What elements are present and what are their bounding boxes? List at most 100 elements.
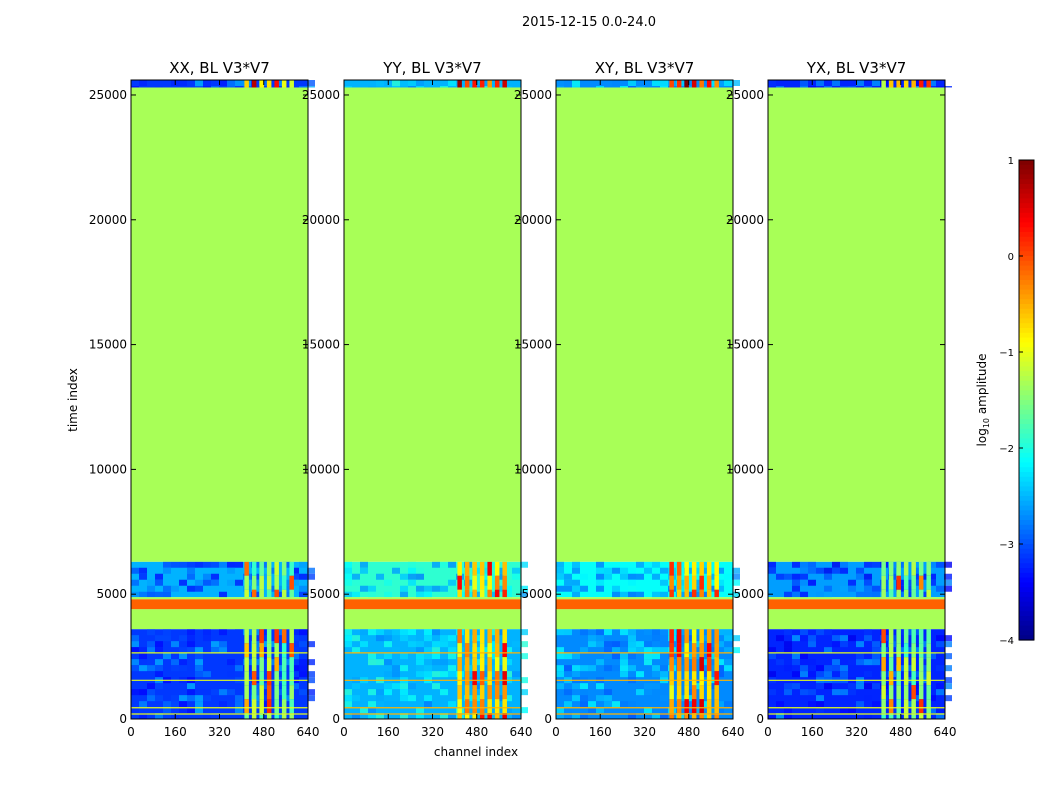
heatmap-cell: [352, 573, 360, 580]
heatmap-cell: [800, 635, 808, 642]
heatmap-cell: [816, 707, 824, 714]
rfi-cell: [699, 699, 704, 714]
heatmap-cell: [440, 86, 448, 88]
x-tick-label: 480: [889, 725, 912, 739]
rfi-cell: [457, 589, 462, 598]
heatmap-cell: [131, 86, 139, 88]
x-tick-label: 0: [764, 725, 772, 739]
heatmap-cell: [360, 585, 368, 592]
heatmap-cell: [488, 629, 496, 636]
heatmap-cell: [912, 695, 920, 702]
heatmap-cell: [400, 573, 408, 580]
rfi-cell: [464, 713, 470, 719]
y-tick-label: 25000: [89, 88, 127, 102]
rfi-cell: [888, 699, 894, 714]
rfi-cell: [457, 643, 462, 658]
heatmap-cell: [564, 665, 572, 672]
heatmap-cell: [155, 647, 163, 654]
region-flagged: [768, 609, 945, 630]
rfi-cell: [881, 685, 886, 700]
rfi-cell: [918, 589, 924, 598]
colorbar-segment: [1019, 457, 1034, 463]
heatmap-cell: [840, 641, 848, 648]
heatmap-cell: [203, 579, 211, 586]
heatmap-cell: [496, 695, 504, 702]
heatmap-cell: [864, 695, 872, 702]
heatmap-cell: [628, 641, 636, 648]
heatmap-cell: [840, 561, 848, 568]
rfi-cell: [691, 657, 697, 672]
rfi-cell: [918, 561, 924, 576]
heatmap-cell: [636, 86, 644, 88]
region-gap: [344, 599, 521, 610]
heatmap-cell: [700, 86, 708, 88]
colorbar-segment: [1019, 217, 1034, 223]
colorbar-segment: [1019, 596, 1034, 603]
heatmap-cell: [784, 689, 792, 696]
rfi-cell: [457, 629, 462, 644]
heatmap-cell: [392, 80, 400, 86]
rfi-cell: [274, 643, 279, 658]
heatmap-cell: [496, 585, 504, 592]
heatmap-cell: [139, 653, 147, 660]
rfi-cell: [494, 643, 500, 658]
x-tick-label: 640: [297, 725, 320, 739]
rfi-cell: [266, 575, 272, 590]
heatmap-cell: [187, 561, 195, 568]
y-tick-label: 15000: [89, 338, 127, 352]
heatmap-cell: [832, 80, 840, 86]
heatmap-cell: [291, 567, 299, 574]
rfi-cell: [881, 643, 886, 658]
heatmap-cell: [368, 591, 376, 598]
colorbar-label-main: log: [975, 428, 989, 446]
heatmap-cell: [408, 683, 416, 690]
heatmap-cell: [163, 591, 171, 598]
heatmap-cell: [652, 653, 660, 660]
heatmap-cell: [784, 573, 792, 580]
rfi-cell: [266, 643, 272, 658]
rfi-cell: [487, 657, 492, 672]
heatmap-cell: [195, 665, 203, 672]
heatmap-cell: [848, 579, 856, 586]
rfi-cell: [888, 80, 894, 88]
panel-title: YX, BL V3*V7: [806, 59, 907, 77]
heatmap-cell: [195, 701, 203, 708]
rfi-cell: [274, 699, 279, 714]
heatmap-cell: [155, 635, 163, 642]
rfi-cell: [251, 685, 257, 700]
heatmap-cell: [219, 629, 227, 636]
rfi-cell: [472, 671, 477, 686]
rfi-cell: [487, 561, 492, 576]
colorbar-segment: [1019, 390, 1034, 396]
rfi-cell: [918, 685, 924, 700]
heatmap-cell: [520, 677, 528, 684]
rfi-cell: [691, 629, 697, 644]
rfi-cell: [926, 671, 931, 686]
colorbar-segment: [1019, 347, 1034, 353]
rfi-cell: [911, 699, 916, 714]
heatmap-cell: [660, 713, 668, 719]
heatmap-cell: [800, 591, 808, 598]
x-tick-label: 480: [465, 725, 488, 739]
heatmap-cell: [716, 707, 724, 714]
heatmap-cell: [596, 695, 604, 702]
rfi-cell: [896, 713, 901, 719]
heatmap-cell: [628, 567, 636, 574]
heatmap-cell: [872, 701, 880, 708]
colorbar-segment: [1019, 380, 1034, 387]
heatmap-cell: [660, 579, 668, 586]
heatmap-cell: [376, 689, 384, 696]
rfi-cell: [457, 80, 462, 88]
heatmap-cell: [291, 653, 299, 660]
heatmap-cell: [147, 689, 155, 696]
rfi-cell: [281, 713, 287, 719]
rfi-cell: [251, 699, 257, 714]
heatmap-cell: [928, 561, 936, 568]
heatmap-cell: [808, 689, 816, 696]
heatmap-cell: [496, 653, 504, 660]
rfi-cell: [888, 629, 894, 644]
heatmap-cell: [792, 561, 800, 568]
heatmap-cell: [920, 671, 928, 678]
heatmap-cell: [572, 585, 580, 592]
rfi-cell: [457, 561, 462, 576]
